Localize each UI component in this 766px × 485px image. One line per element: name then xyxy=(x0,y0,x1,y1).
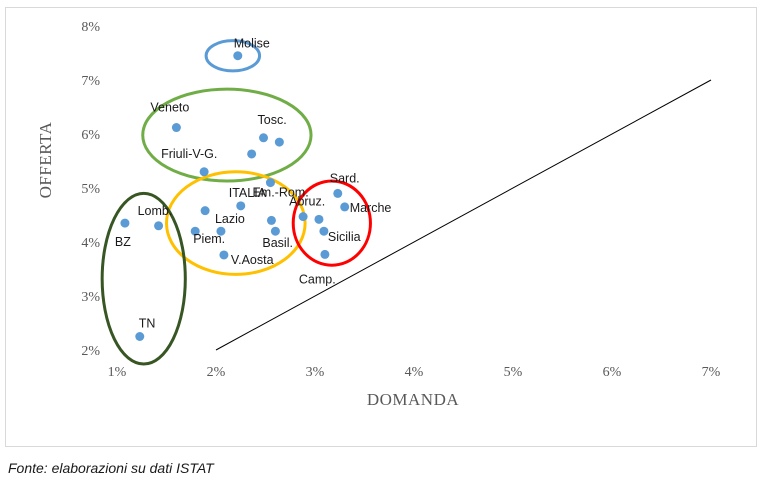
data-point-unlabeled-16 xyxy=(314,214,324,224)
group-ellipse-2 xyxy=(141,87,313,183)
group-ellipse-5 xyxy=(100,191,187,366)
data-point-marche xyxy=(340,202,350,212)
data-point-friuli-v-g xyxy=(199,167,209,177)
data-point-unlabeled-5 xyxy=(247,149,257,159)
data-point-tosc xyxy=(259,133,269,143)
point-label-sard: Sard. xyxy=(330,171,360,185)
data-point-italia xyxy=(236,201,246,211)
data-point-veneto xyxy=(171,123,181,133)
data-point-camp xyxy=(320,249,330,259)
x-tick-label-7: 7% xyxy=(702,365,721,380)
x-axis-title: DOMANDA xyxy=(367,390,460,409)
y-tick-label-4: 5% xyxy=(81,182,100,197)
y-tick-label-3: 4% xyxy=(81,236,100,251)
data-point-tn xyxy=(135,332,145,341)
data-point-piem xyxy=(190,226,200,236)
y-tick-label-6: 7% xyxy=(81,74,100,89)
data-point-layer xyxy=(120,51,350,341)
x-tick-layer: 1% 2% 3% 4% 5% 6% 7% xyxy=(108,365,721,380)
point-label-tosc: Tosc. xyxy=(258,113,287,127)
data-point-sicilia xyxy=(319,226,329,236)
data-point-em-rom xyxy=(265,178,275,188)
data-point-unlabeled-4 xyxy=(274,137,284,147)
point-label-layer: Molise Veneto Tosc. Friuli-V-G. Em.-Rom.ITAL… xyxy=(115,37,392,331)
y-tick-label-1: 2% xyxy=(81,344,100,359)
data-point-bz xyxy=(120,218,130,228)
data-point-lazio xyxy=(216,226,226,236)
point-label-tn: TN xyxy=(139,317,156,331)
x-tick-label-6: 6% xyxy=(603,365,622,380)
x-tick-label-3: 3% xyxy=(306,365,325,380)
point-label-molise: Molise xyxy=(234,37,270,51)
x-tick-label-1: 1% xyxy=(108,365,127,380)
group-ellipse-layer xyxy=(100,39,372,366)
y-tick-layer: 2% 3% 4% 5% 6% 7% 8% xyxy=(81,20,100,359)
data-point-unlabeled-9 xyxy=(200,206,210,216)
group-ellipse-4 xyxy=(291,179,372,267)
data-point-v-aosta xyxy=(219,250,229,260)
point-label-marche: Marche xyxy=(350,201,392,215)
y-tick-label-2: 3% xyxy=(81,290,100,305)
point-label-abruz: Abruz. xyxy=(289,195,325,209)
x-tick-label-5: 5% xyxy=(504,365,523,380)
x-tick-label-2: 2% xyxy=(207,365,226,380)
data-point-unlabeled-13 xyxy=(266,215,276,225)
reference-line xyxy=(215,79,712,351)
point-label-italia: ITALIA xyxy=(229,186,267,200)
data-point-molise xyxy=(233,51,243,61)
point-label-piem: Piem. xyxy=(193,232,225,246)
source-note: Fonte: elaborazioni su dati ISTAT xyxy=(8,460,214,476)
point-label-bz: BZ xyxy=(115,235,131,249)
group-ellipse-1 xyxy=(204,39,262,73)
y-axis-title: OFFERTA xyxy=(36,121,55,198)
point-label-lazio: Lazio xyxy=(215,212,245,226)
reference-line-layer xyxy=(215,79,712,351)
x-tick-label-4: 4% xyxy=(405,365,424,380)
point-label-friuli-v-g: Friuli-V-G. xyxy=(161,147,217,161)
data-point-lomb xyxy=(154,221,164,231)
chart-frame xyxy=(5,7,757,447)
point-label-lomb: Lomb. xyxy=(138,204,173,218)
data-point-sard xyxy=(333,188,343,198)
group-ellipse-3 xyxy=(165,170,307,276)
data-point-abruz xyxy=(298,212,308,222)
data-point-basil xyxy=(270,226,280,236)
y-tick-label-5: 6% xyxy=(81,128,100,143)
point-label-em-rom: Em.-Rom. xyxy=(252,186,308,200)
point-label-veneto: Veneto xyxy=(150,101,189,115)
point-label-camp: Camp. xyxy=(299,272,336,286)
y-tick-label-7: 8% xyxy=(81,20,100,35)
point-label-v-aosta: V.Aosta xyxy=(231,253,274,267)
point-label-sicilia: Sicilia xyxy=(328,230,361,244)
point-label-basil: Basil. xyxy=(262,236,293,250)
